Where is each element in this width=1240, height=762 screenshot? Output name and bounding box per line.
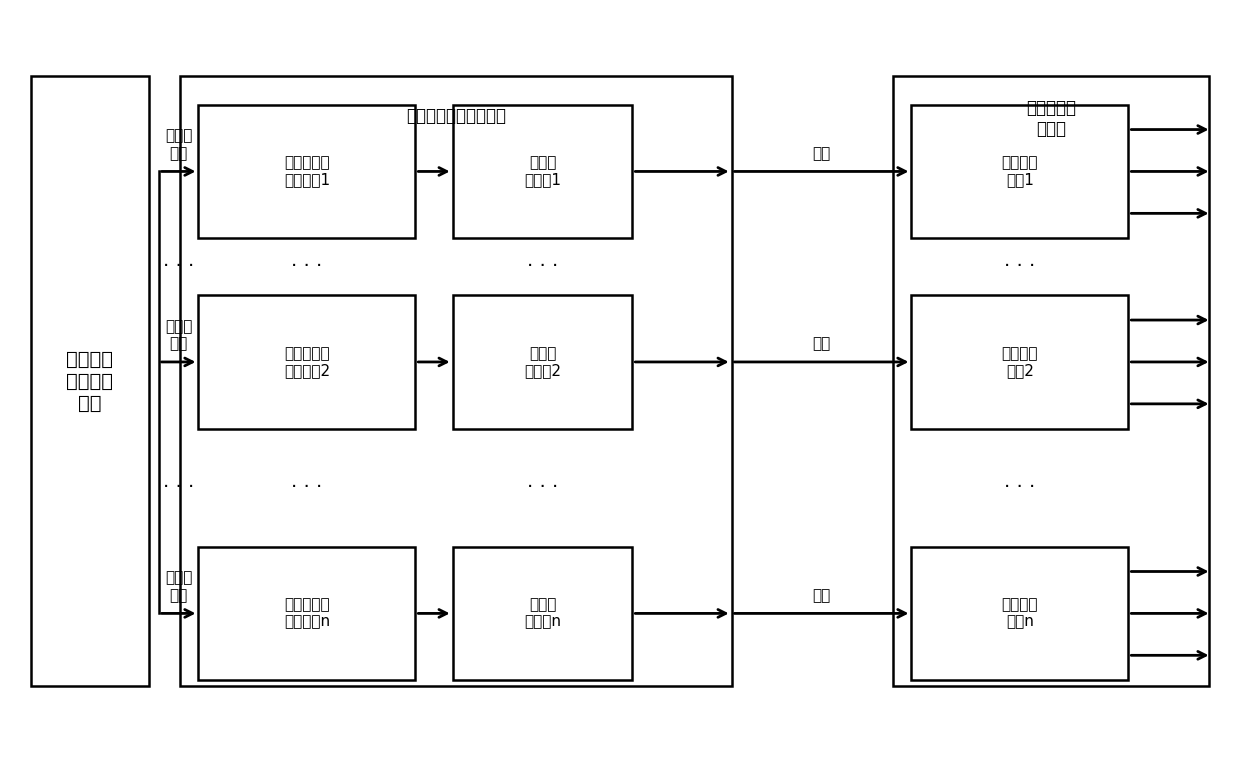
Bar — [198, 547, 415, 680]
Text: 直接数字频
率合成器1: 直接数字频 率合成器1 — [284, 155, 330, 187]
Text: 声光扫描
器件n: 声光扫描 器件n — [1002, 597, 1038, 629]
Bar — [911, 547, 1128, 680]
Bar — [911, 296, 1128, 428]
Text: · · ·: · · · — [291, 258, 322, 276]
Text: 信号放
大模块1: 信号放 大模块1 — [525, 155, 560, 187]
Bar — [198, 105, 415, 239]
Text: 级联声光
扫描控制
模块: 级联声光 扫描控制 模块 — [67, 350, 113, 412]
Bar — [893, 76, 1209, 686]
Text: 信号放
大模块n: 信号放 大模块n — [525, 597, 560, 629]
Text: 激光: 激光 — [812, 146, 831, 161]
Text: · · ·: · · · — [527, 479, 558, 497]
Bar — [31, 76, 149, 686]
Text: 声光扫描
器件1: 声光扫描 器件1 — [1002, 155, 1038, 187]
Bar — [453, 547, 632, 680]
Text: 直接数字频
率合成器n: 直接数字频 率合成器n — [284, 597, 330, 629]
Text: · · ·: · · · — [527, 258, 558, 276]
Text: · · ·: · · · — [1004, 258, 1035, 276]
Text: 激光: 激光 — [812, 588, 831, 603]
Text: 频率控
制字: 频率控 制字 — [165, 128, 192, 161]
Text: 频率控
制字: 频率控 制字 — [165, 570, 192, 603]
Bar — [180, 76, 732, 686]
Text: 频率控
制字: 频率控 制字 — [165, 319, 192, 351]
Bar — [453, 105, 632, 239]
Bar — [453, 296, 632, 428]
Text: · · ·: · · · — [162, 479, 195, 497]
Text: · · ·: · · · — [291, 479, 322, 497]
Text: · · ·: · · · — [162, 258, 195, 276]
Text: 级联声光扫
描器件: 级联声光扫 描器件 — [1025, 99, 1076, 138]
Text: 信号放
大模块2: 信号放 大模块2 — [525, 346, 560, 378]
Text: · · ·: · · · — [1004, 479, 1035, 497]
Text: 激光: 激光 — [812, 336, 831, 351]
Text: 声光扫描
器件2: 声光扫描 器件2 — [1002, 346, 1038, 378]
Bar — [198, 296, 415, 428]
Bar — [911, 105, 1128, 239]
Text: 直接数字频
率合成器2: 直接数字频 率合成器2 — [284, 346, 330, 378]
Text: 级联声光扫描驱动模块: 级联声光扫描驱动模块 — [405, 107, 506, 125]
